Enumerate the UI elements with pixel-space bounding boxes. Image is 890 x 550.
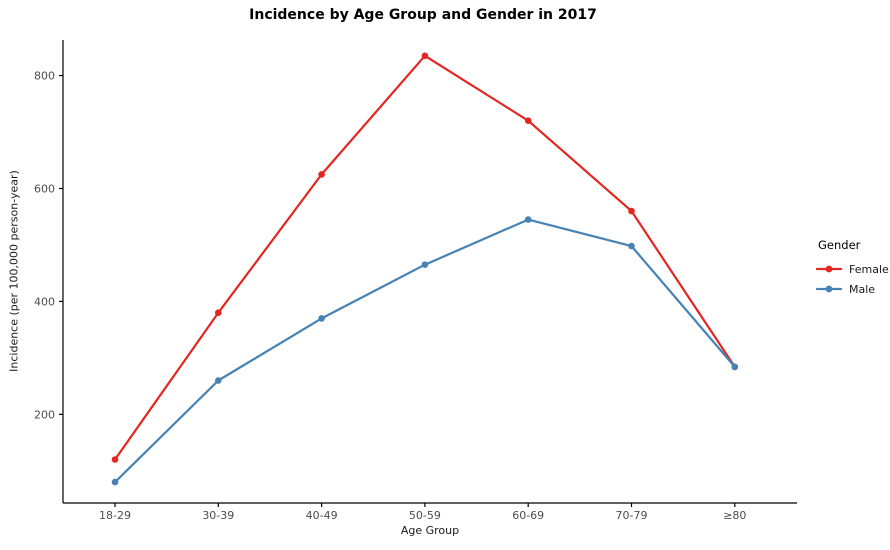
data-point-male-60-69 <box>524 216 532 223</box>
x-tick-label: 60-69 <box>512 509 544 522</box>
x-tick-label: 40-49 <box>306 509 338 522</box>
x-tick-label: ≥80 <box>723 509 746 522</box>
series-line-male <box>113 218 736 484</box>
data-point-female-40-49 <box>318 171 325 178</box>
data-point-female-60-69 <box>524 117 532 124</box>
x-tick-label: 70-79 <box>616 509 648 522</box>
y-tick-label: 800 <box>34 70 55 83</box>
data-point-male-40-49 <box>318 315 325 322</box>
legend-item-female: Female <box>816 259 889 279</box>
data-point-male-70-79 <box>628 242 635 250</box>
x-tick-label: 30-39 <box>202 509 234 522</box>
data-point-male-30-39 <box>215 377 222 384</box>
data-point-female-30-39 <box>215 309 222 317</box>
legend: Gender Female Male <box>816 238 889 299</box>
x-axis-title: Age Group <box>400 524 460 537</box>
data-point-male-50-59 <box>421 261 429 269</box>
data-point-male-≥80 <box>731 363 739 371</box>
female-line-key-icon <box>816 265 842 273</box>
male-line-key-icon <box>816 285 842 293</box>
legend-label-female: Female <box>849 262 889 276</box>
legend-title: Gender <box>818 238 861 252</box>
legend-item-male: Male <box>816 279 889 299</box>
y-tick-label: 400 <box>34 295 55 308</box>
x-tick-label: 50-59 <box>409 509 441 522</box>
x-tick-label: 18-29 <box>99 509 131 522</box>
chart-title: Incidence by Age Group and Gender in 201… <box>249 7 597 23</box>
legend-label-male: Male <box>849 282 876 296</box>
data-point-female-70-79 <box>628 207 635 215</box>
data-point-female-18-29 <box>111 456 119 463</box>
y-tick-label: 200 <box>34 408 55 421</box>
y-tick-label: 600 <box>34 182 55 195</box>
data-point-male-18-29 <box>111 478 119 486</box>
data-point-female-50-59 <box>421 52 429 60</box>
